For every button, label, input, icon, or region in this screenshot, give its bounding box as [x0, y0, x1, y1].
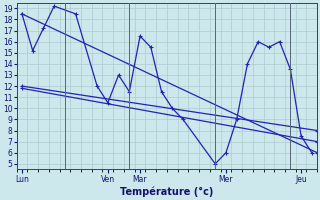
- X-axis label: Température (°c): Température (°c): [120, 187, 213, 197]
